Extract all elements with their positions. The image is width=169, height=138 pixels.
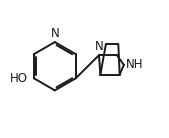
Text: HO: HO	[10, 72, 28, 85]
Text: N: N	[95, 40, 104, 53]
Text: NH: NH	[126, 58, 143, 71]
Text: N: N	[51, 27, 59, 40]
